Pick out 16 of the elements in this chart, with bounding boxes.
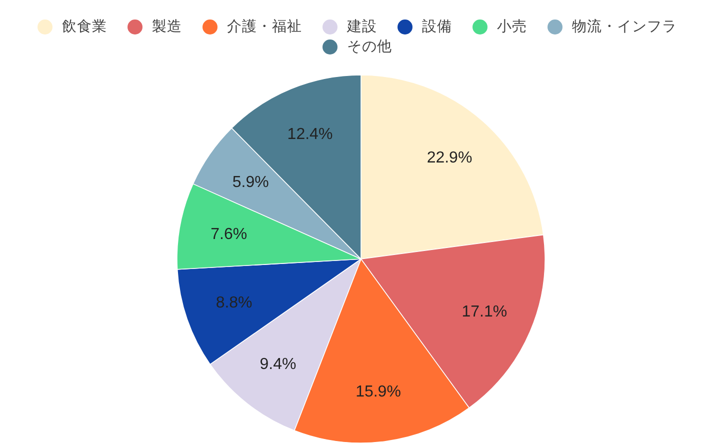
- legend-label: 介護・福祉: [227, 18, 302, 35]
- legend-label: 建設: [346, 18, 377, 35]
- data-label: 7.6%: [210, 226, 248, 244]
- data-label: 5.9%: [232, 174, 269, 191]
- legend-label: 設備: [422, 18, 452, 35]
- legend-label: 物流・インフラ: [572, 18, 677, 35]
- data-label: 15.9%: [356, 384, 401, 401]
- legend-label: 飲食業: [62, 18, 107, 35]
- data-label: 8.8%: [216, 294, 252, 312]
- data-label: 17.1%: [462, 303, 508, 320]
- legend-label: その他: [347, 38, 392, 55]
- data-label: 9.4%: [260, 356, 296, 374]
- legend-label: 小売: [497, 18, 527, 35]
- data-label: 22.9%: [426, 149, 472, 166]
- legend-label: 製造: [152, 18, 182, 35]
- data-label: 12.4%: [287, 126, 333, 144]
